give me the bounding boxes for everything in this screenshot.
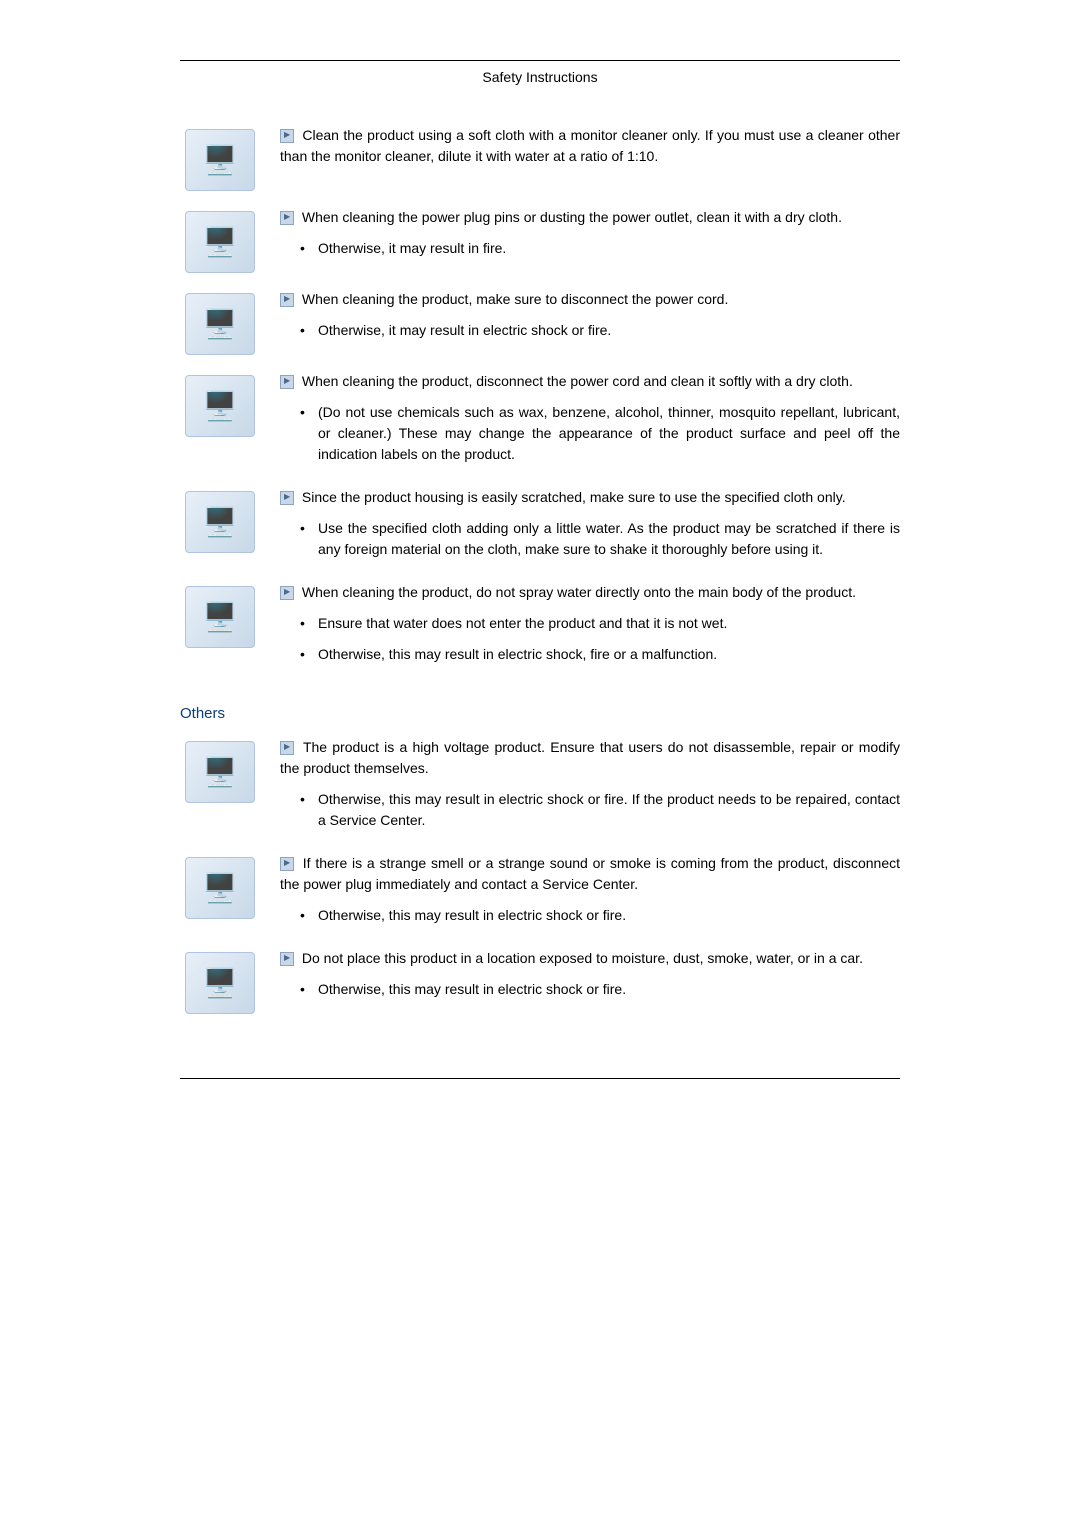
- soft-clean-icon: [185, 375, 255, 437]
- instruction-main-text: If there is a strange smell or a strange…: [280, 853, 900, 895]
- instruction-main-text: Do not place this product in a location …: [280, 948, 900, 969]
- instruction-content: Do not place this product in a location …: [280, 948, 900, 1010]
- instruction-icon-container: [180, 371, 260, 441]
- instruction-row: When cleaning the product, make sure to …: [180, 289, 900, 359]
- instruction-content: When cleaning the product, make sure to …: [280, 289, 900, 351]
- instruction-main-text: Since the product housing is easily scra…: [280, 487, 900, 508]
- arrow-bullet-icon: [280, 741, 294, 755]
- instruction-icon-container: [180, 289, 260, 359]
- instruction-row: Since the product housing is easily scra…: [180, 487, 900, 570]
- strange-smell-icon: [185, 857, 255, 919]
- arrow-bullet-icon: [280, 586, 294, 600]
- moisture-dust-icon: [185, 952, 255, 1014]
- instruction-icon-container: [180, 737, 260, 807]
- instruction-content: When cleaning the power plug pins or dus…: [280, 207, 900, 269]
- instruction-sub-bullet: Otherwise, this may result in electric s…: [300, 905, 900, 926]
- arrow-bullet-icon: [280, 375, 294, 389]
- monitor-clean-icon: [185, 129, 255, 191]
- instruction-row: When cleaning the product, disconnect th…: [180, 371, 900, 475]
- instruction-row: When cleaning the power plug pins or dus…: [180, 207, 900, 277]
- instruction-sub-bullet: Otherwise, it may result in fire.: [300, 238, 900, 259]
- instruction-text: When cleaning the product, do not spray …: [302, 584, 856, 600]
- instruction-icon-container: [180, 125, 260, 195]
- header-divider-line: [180, 60, 900, 61]
- instruction-sub-bullet: Ensure that water does not enter the pro…: [300, 613, 900, 634]
- instruction-text: If there is a strange smell or a strange…: [280, 855, 900, 892]
- disconnect-cord-icon: [185, 293, 255, 355]
- arrow-bullet-icon: [280, 491, 294, 505]
- instruction-content: When cleaning the product, do not spray …: [280, 582, 900, 675]
- instruction-row: If there is a strange smell or a strange…: [180, 853, 900, 936]
- plug-dust-icon: [185, 211, 255, 273]
- arrow-bullet-icon: [280, 857, 294, 871]
- arrow-bullet-icon: [280, 129, 294, 143]
- arrow-bullet-icon: [280, 211, 294, 225]
- instruction-main-text: When cleaning the product, disconnect th…: [280, 371, 900, 392]
- instruction-content: If there is a strange smell or a strange…: [280, 853, 900, 936]
- instruction-row: When cleaning the product, do not spray …: [180, 582, 900, 675]
- instruction-main-text: When cleaning the power plug pins or dus…: [280, 207, 900, 228]
- instruction-main-text: The product is a high voltage product. E…: [280, 737, 900, 779]
- page-header-title: Safety Instructions: [180, 69, 900, 85]
- no-spray-icon: [185, 586, 255, 648]
- instruction-icon-container: [180, 487, 260, 557]
- instruction-text: Do not place this product in a location …: [302, 950, 863, 966]
- section-heading-others: Others: [180, 705, 900, 722]
- footer-divider-line: [180, 1078, 900, 1079]
- instruction-main-text: Clean the product using a soft cloth wit…: [280, 125, 900, 167]
- instruction-icon-container: [180, 207, 260, 277]
- arrow-bullet-icon: [280, 293, 294, 307]
- instruction-sub-bullet: Otherwise, this may result in electric s…: [300, 979, 900, 1000]
- instruction-sub-bullet: (Do not use chemicals such as wax, benze…: [300, 402, 900, 465]
- instruction-row: Do not place this product in a location …: [180, 948, 900, 1018]
- instruction-row: Clean the product using a soft cloth wit…: [180, 125, 900, 195]
- instruction-icon-container: [180, 948, 260, 1018]
- instruction-text: When cleaning the product, disconnect th…: [302, 373, 853, 389]
- scratch-warning-icon: [185, 491, 255, 553]
- instruction-sub-bullet: Otherwise, this may result in electric s…: [300, 789, 900, 831]
- instruction-icon-container: [180, 853, 260, 923]
- instruction-text: When cleaning the power plug pins or dus…: [302, 209, 842, 225]
- instruction-sub-bullet: Use the specified cloth adding only a li…: [300, 518, 900, 560]
- high-voltage-icon: [185, 741, 255, 803]
- instruction-content: When cleaning the product, disconnect th…: [280, 371, 900, 475]
- instruction-text: Since the product housing is easily scra…: [302, 489, 846, 505]
- instruction-main-text: When cleaning the product, do not spray …: [280, 582, 900, 603]
- instruction-sub-bullet: Otherwise, it may result in electric sho…: [300, 320, 900, 341]
- instruction-text: The product is a high voltage product. E…: [280, 739, 900, 776]
- instruction-text: When cleaning the product, make sure to …: [302, 291, 728, 307]
- instruction-main-text: When cleaning the product, make sure to …: [280, 289, 900, 310]
- instruction-content: The product is a high voltage product. E…: [280, 737, 900, 841]
- instruction-text: Clean the product using a soft cloth wit…: [280, 127, 900, 164]
- arrow-bullet-icon: [280, 952, 294, 966]
- instruction-content: Since the product housing is easily scra…: [280, 487, 900, 570]
- instruction-content: Clean the product using a soft cloth wit…: [280, 125, 900, 177]
- instruction-icon-container: [180, 582, 260, 652]
- instruction-row: The product is a high voltage product. E…: [180, 737, 900, 841]
- instruction-sub-bullet: Otherwise, this may result in electric s…: [300, 644, 900, 665]
